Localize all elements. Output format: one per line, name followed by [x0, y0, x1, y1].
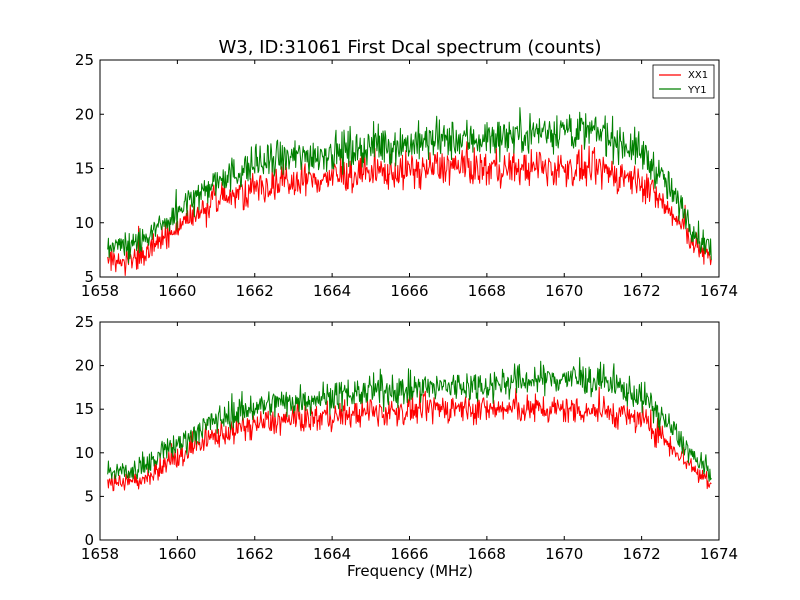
y-tick-label: 5 — [84, 268, 94, 286]
y-tick-label: 10 — [75, 214, 94, 232]
x-tick-label: 1662 — [236, 545, 274, 563]
bottom-spectrum-panel: 1658 1660 1662 1664 1666 1668 1670 1672 1674 0 5 10… — [75, 313, 738, 580]
x-tick-label: 1662 — [236, 282, 274, 300]
x-tick-label: 1664 — [313, 282, 351, 300]
legend: XX1 YY1 — [652, 64, 715, 99]
series-line-yy1 — [107, 107, 712, 264]
x-axis-label: Frequency (MHz) — [347, 562, 473, 580]
series-line-xx1 — [107, 141, 712, 276]
legend-box — [652, 64, 715, 99]
bottom-series-layer — [107, 357, 712, 492]
y-tick-label: 10 — [75, 444, 94, 462]
x-tick-label: 1674 — [700, 545, 738, 563]
y-tick-label: 20 — [75, 105, 94, 123]
x-tick-label: 1670 — [545, 282, 583, 300]
x-tick-label: 1670 — [545, 545, 583, 563]
y-tick-label: 15 — [75, 160, 94, 178]
x-tick-label: 1674 — [700, 282, 738, 300]
x-tick-label: 1668 — [468, 282, 506, 300]
x-tick-label: 1664 — [313, 545, 351, 563]
series-line-green — [107, 357, 712, 482]
legend-label-xx1: XX1 — [688, 70, 708, 81]
top-series-layer — [107, 107, 712, 276]
bottom-axis-ticks: 1658 1660 1662 1664 1666 1668 1670 1672 1674 0 5 10… — [75, 313, 738, 563]
top-spectrum-panel: W3, ID:31061 First Dcal spectrum (counts… — [75, 37, 738, 300]
y-tick-label: 25 — [75, 51, 94, 69]
x-tick-label: 1666 — [390, 282, 428, 300]
top-plot-frame — [99, 59, 720, 278]
bottom-plot-area — [100, 322, 719, 540]
x-tick-label: 1672 — [623, 545, 661, 563]
x-tick-label: 1658 — [81, 282, 119, 300]
y-tick-label: 25 — [75, 313, 94, 331]
bottom-plot-frame — [99, 321, 720, 541]
x-tick-label: 1666 — [390, 545, 428, 563]
y-tick-label: 5 — [84, 487, 94, 505]
y-tick-label: 0 — [84, 531, 94, 549]
x-tick-label: 1660 — [158, 545, 196, 563]
x-tick-label: 1668 — [468, 545, 506, 563]
y-tick-label: 20 — [75, 357, 94, 375]
x-tick-label: 1672 — [623, 282, 661, 300]
top-axis-ticks: 1658 1660 1662 1664 1666 1668 1670 1672 1674 5 10 1… — [75, 51, 738, 300]
x-tick-label: 1658 — [81, 545, 119, 563]
legend-label-yy1: YY1 — [687, 85, 707, 96]
chart-title: W3, ID:31061 First Dcal spectrum (counts… — [218, 37, 601, 58]
y-tick-label: 15 — [75, 400, 94, 418]
x-tick-label: 1660 — [158, 282, 196, 300]
